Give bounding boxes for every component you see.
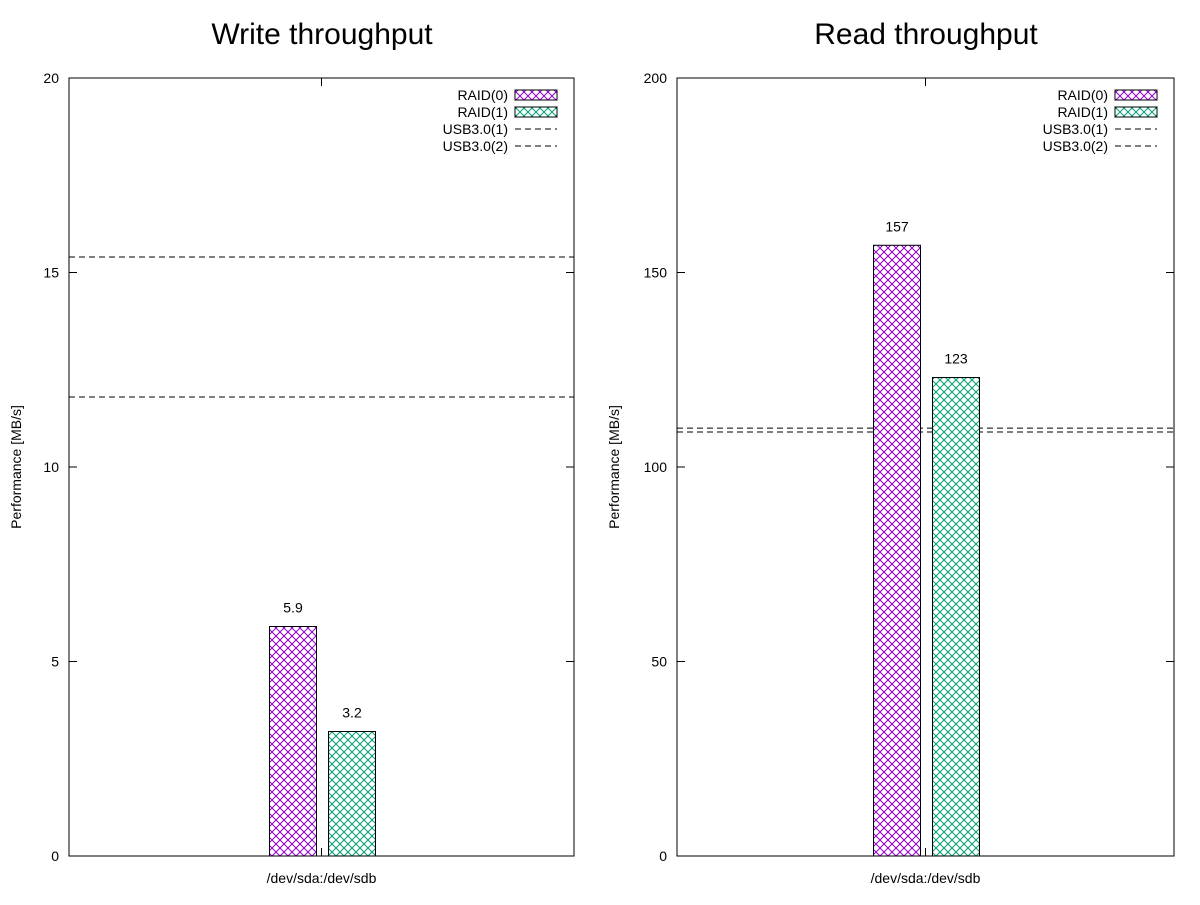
y-tick-label: 15 (43, 265, 59, 281)
bar-raid-0- (873, 244, 921, 857)
bar-value-label: 5.9 (283, 599, 303, 615)
bar-value-label: 123 (944, 351, 968, 367)
legend-swatch (514, 89, 558, 101)
chart-panel: Read throughput 0 50 100 150 200/dev/sda:/dev… (606, 18, 1175, 886)
legend: RAID(0)RAID(1)USB3.0(1)USB3.0(2) (1043, 87, 1158, 154)
legend-swatch (1114, 106, 1158, 118)
y-tick-label: 50 (651, 654, 667, 670)
y-tick-label: 5 (51, 654, 59, 670)
bar-raid-0- (269, 625, 317, 857)
bar-raid-1- (328, 731, 376, 857)
x-tick-label: /dev/sda:/dev/sdb (267, 870, 377, 886)
legend-swatch (514, 106, 558, 118)
plot-frame (68, 77, 575, 857)
legend-label: USB3.0(2) (443, 138, 508, 154)
legend-label: USB3.0(1) (1043, 121, 1108, 137)
legend-label: RAID(0) (1057, 87, 1108, 103)
chart-panel: Write throughput 0 5 10 15 20/dev/sda:/dev/sd… (8, 18, 575, 886)
legend-label: USB3.0(1) (443, 121, 508, 137)
bar-value-label: 157 (885, 218, 909, 234)
bar-raid-1- (932, 377, 980, 857)
chart-title: Write throughput (211, 18, 433, 51)
y-axis-label: Performance [MB/s] (606, 405, 622, 529)
plot-frame (676, 77, 1175, 857)
legend-label: RAID(1) (457, 104, 508, 120)
y-axis-label: Performance [MB/s] (8, 405, 24, 529)
y-tick-label: 20 (43, 70, 59, 86)
x-tick-label: /dev/sda:/dev/sdb (871, 870, 981, 886)
legend-swatch (1114, 89, 1158, 101)
y-tick-label: 0 (51, 848, 59, 864)
y-tick-label: 200 (644, 70, 668, 86)
legend-label: RAID(1) (1057, 104, 1108, 120)
legend: RAID(0)RAID(1)USB3.0(1)USB3.0(2) (443, 87, 558, 154)
y-tick-label: 150 (644, 265, 668, 281)
legend-label: USB3.0(2) (1043, 138, 1108, 154)
y-tick-label: 0 (659, 848, 667, 864)
bar-value-label: 3.2 (342, 705, 362, 721)
y-tick-label: 100 (644, 459, 668, 475)
y-tick-label: 10 (43, 459, 59, 475)
legend-label: RAID(0) (457, 87, 508, 103)
chart-title: Read throughput (814, 18, 1038, 51)
